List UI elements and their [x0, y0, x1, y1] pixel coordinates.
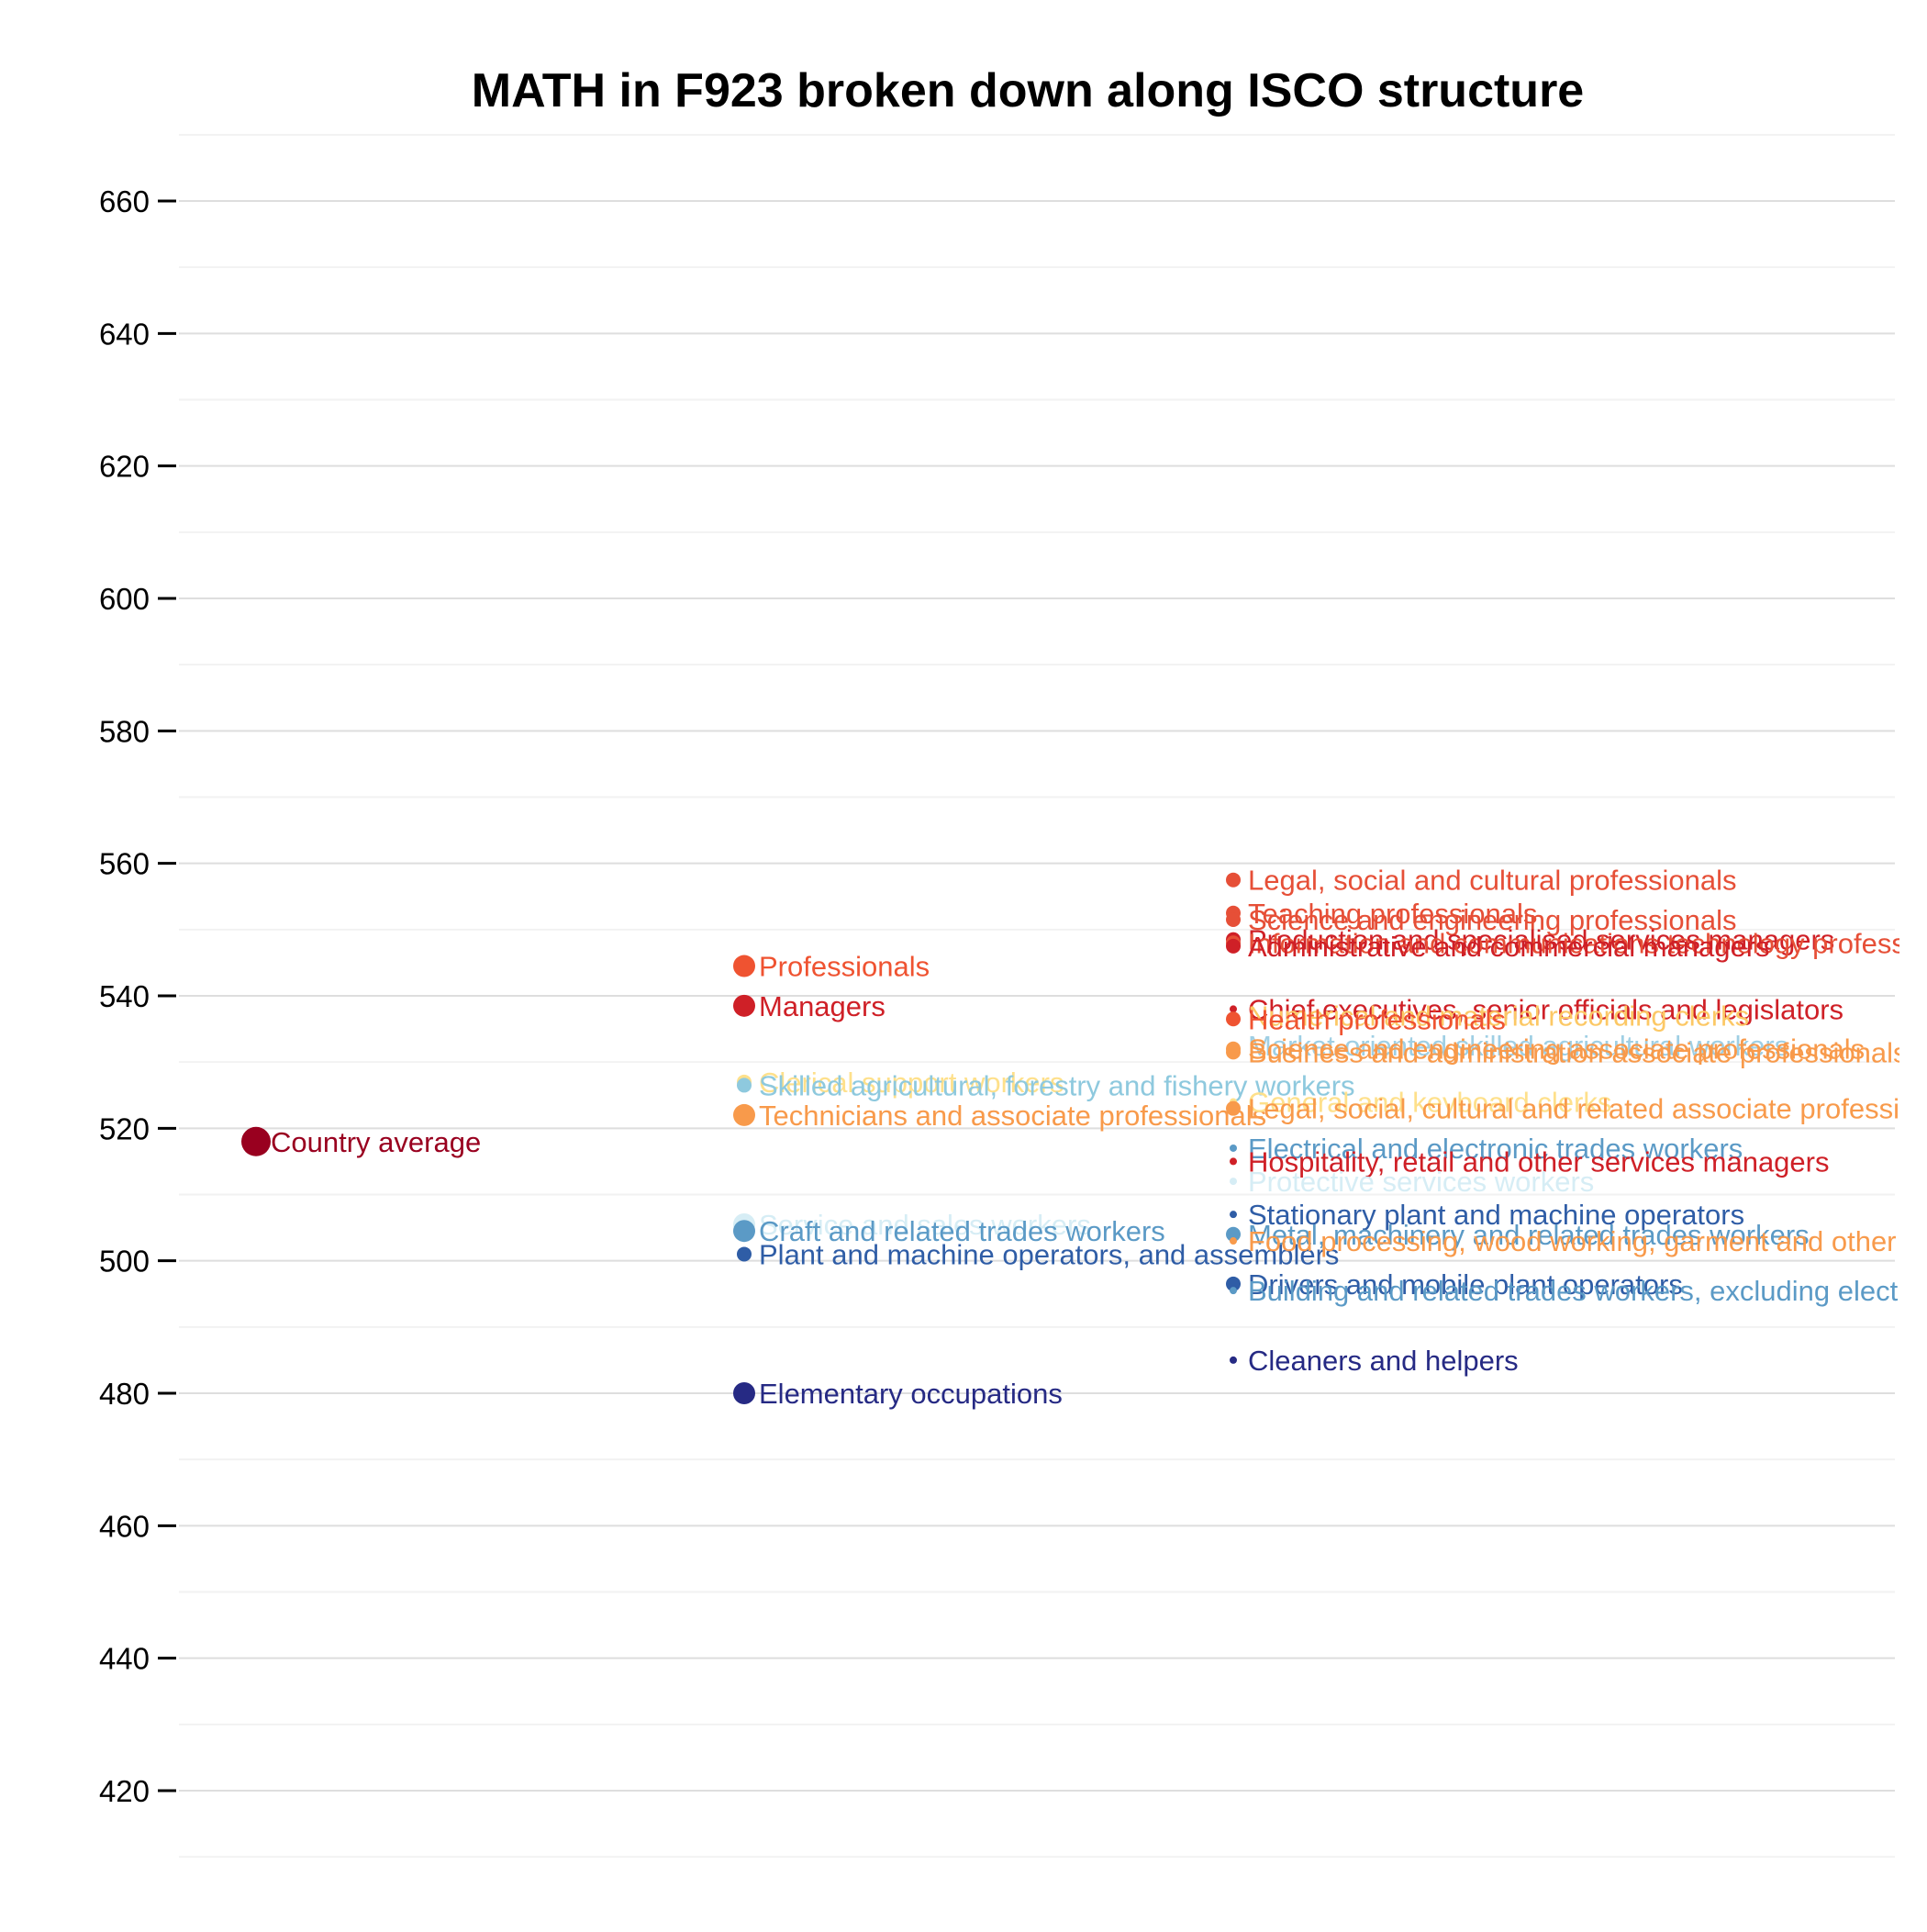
point-label: Health professionals	[1248, 1003, 1506, 1035]
data-point	[737, 1078, 752, 1093]
data-point	[1230, 1157, 1237, 1166]
point-label: Market-oriented skilled agricultural wor…	[1248, 1030, 1788, 1062]
point-label: Food processing, wood working, garment a…	[1248, 1225, 1927, 1257]
data-point	[737, 1246, 752, 1262]
data-point	[1230, 1237, 1237, 1245]
y-tick-label: 500	[99, 1245, 150, 1279]
data-point	[733, 955, 755, 977]
data-point	[1230, 1144, 1237, 1152]
y-tick-label: 620	[99, 450, 150, 484]
y-tick-label: 440	[99, 1642, 150, 1676]
point-label: Building and related trades workers, exc…	[1248, 1275, 1927, 1307]
point-label: Business and administration associate pr…	[1248, 1036, 1908, 1068]
point-label: Protective services workers	[1248, 1166, 1594, 1198]
data-point	[1226, 1100, 1241, 1116]
point-label: Drivers and mobile plant operators	[1248, 1268, 1683, 1301]
point-label: Country average	[271, 1126, 481, 1158]
point-label: Electrical and electronic trades workers	[1248, 1133, 1743, 1165]
point-label: Stationary plant and machine operators	[1248, 1199, 1744, 1231]
data-point	[733, 994, 755, 1017]
data-point	[1226, 938, 1241, 954]
point-label: General and keyboard clerks	[1248, 1086, 1611, 1118]
data-point	[1230, 1005, 1237, 1013]
y-tick-label: 660	[99, 184, 150, 218]
chart-title: MATH in F923 broken down along ISCO stru…	[472, 64, 1584, 117]
y-tick-label: 540	[99, 979, 150, 1013]
point-label: Information and communications technolog…	[1248, 927, 1927, 959]
y-tick-label: 420	[99, 1774, 150, 1808]
point-label: Plant and machine operators, and assembl…	[759, 1238, 1339, 1270]
point-label: Science and engineering associate profes…	[1248, 1033, 1865, 1066]
point-label: Administrative and commercial managers	[1248, 931, 1770, 963]
data-point	[733, 1382, 755, 1404]
y-tick-label: 520	[99, 1111, 150, 1145]
y-tick-label: 580	[99, 714, 150, 748]
point-label: Managers	[759, 990, 886, 1022]
data-point	[1226, 1011, 1241, 1027]
point-label: Cleaners and helpers	[1248, 1345, 1519, 1377]
data-point	[733, 1220, 755, 1243]
data-point	[1226, 1276, 1241, 1291]
data-point	[1230, 1211, 1237, 1219]
point-label: Teaching professionals	[1248, 898, 1537, 930]
grid-layer	[179, 133, 1895, 1859]
data-point	[1230, 1287, 1237, 1295]
y-tick-label: 460	[99, 1509, 150, 1543]
point-label: Numerical and material recording clerks	[1248, 1000, 1749, 1033]
point-label: Chief executives, senior officials and l…	[1248, 993, 1843, 1025]
data-point	[1226, 872, 1241, 888]
point-label: Science and engineering professionals	[1248, 904, 1737, 936]
data-point	[733, 1103, 755, 1126]
data-point	[1230, 1356, 1237, 1364]
y-axis: 420 440 460 480 500 520 540 560 580 600 620 640 660	[99, 184, 176, 1808]
y-tick-label: 640	[99, 317, 150, 351]
y-tick-label: 600	[99, 582, 150, 616]
point-label: Metal, machinery and related trades work…	[1248, 1219, 1810, 1251]
point-label: Professionals	[759, 951, 930, 983]
point-label: Skilled agricultural, forestry and fishe…	[759, 1069, 1355, 1101]
point-label: Craft and related trades workers	[759, 1215, 1165, 1247]
points-layer: Country average Professionals Managers Cler…	[241, 865, 1927, 1410]
data-point	[241, 1126, 271, 1156]
point-label: Service and sales workers	[759, 1209, 1091, 1241]
point-label: Production and specialised services mana…	[1248, 924, 1834, 956]
point-label: Elementary occupations	[759, 1378, 1063, 1410]
data-point	[1230, 1178, 1237, 1186]
y-tick-label: 560	[99, 847, 150, 881]
point-label: Clerical support workers	[759, 1067, 1064, 1099]
point-label: Legal, social, cultural and related asso…	[1248, 1093, 1927, 1125]
y-tick-label: 480	[99, 1377, 150, 1411]
point-label: Hospitality, retail and other services m…	[1248, 1145, 1830, 1178]
data-point	[1226, 912, 1241, 928]
data-point	[1226, 1044, 1241, 1060]
point-label: Legal, social and cultural professionals	[1248, 865, 1736, 897]
point-label: Technicians and associate professionals	[759, 1100, 1266, 1132]
data-point	[1226, 1226, 1241, 1242]
